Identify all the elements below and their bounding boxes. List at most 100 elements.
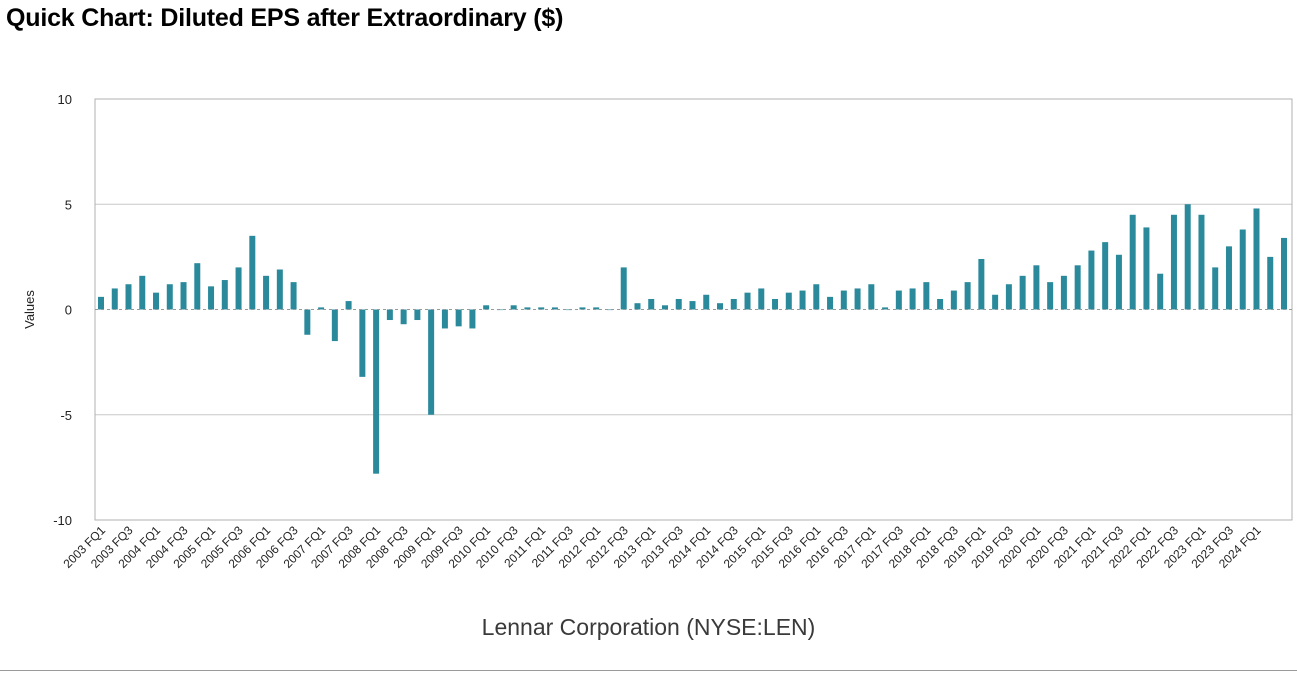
y-axis-label: Values xyxy=(22,290,37,329)
bar xyxy=(950,290,957,310)
bar xyxy=(868,284,875,310)
bar xyxy=(882,307,889,310)
bar xyxy=(153,292,160,310)
company-name: Lennar Corporation (NYSE:LEN) xyxy=(481,614,816,640)
bar xyxy=(813,284,820,310)
bar xyxy=(606,309,613,311)
bar xyxy=(579,307,586,310)
bar xyxy=(1074,265,1081,310)
bar xyxy=(785,292,792,310)
bar xyxy=(1005,284,1012,310)
bar xyxy=(1033,265,1040,310)
bar xyxy=(194,263,201,310)
gridlines xyxy=(95,203,1292,416)
bar xyxy=(689,301,696,310)
bar xyxy=(400,309,407,325)
bar xyxy=(1102,242,1109,310)
y-tick-label: -5 xyxy=(60,408,72,423)
bar xyxy=(263,275,270,310)
bar xyxy=(799,290,806,310)
bar xyxy=(111,288,118,310)
y-tick-label: 0 xyxy=(65,303,72,318)
bar xyxy=(1184,204,1191,310)
bar xyxy=(661,305,668,310)
y-tick-label: 5 xyxy=(65,197,72,212)
bar xyxy=(565,309,572,311)
bar xyxy=(166,284,173,310)
bar xyxy=(510,305,517,310)
bar xyxy=(98,296,104,310)
bar xyxy=(937,298,944,310)
bar xyxy=(428,309,435,415)
bar xyxy=(675,298,682,310)
bar xyxy=(386,309,393,321)
bar xyxy=(1170,214,1177,310)
y-tick-label: 10 xyxy=(58,92,72,107)
bar xyxy=(909,288,916,310)
bar xyxy=(441,309,448,329)
page-title: Quick Chart: Diluted EPS after Extraordi… xyxy=(6,4,564,32)
bar xyxy=(620,267,627,310)
bar xyxy=(235,267,242,310)
bar xyxy=(551,307,558,310)
bar xyxy=(455,309,462,327)
bar xyxy=(772,298,779,310)
bar xyxy=(1281,237,1287,310)
bar xyxy=(208,286,215,310)
bar xyxy=(717,303,724,310)
bar xyxy=(634,303,641,310)
bar xyxy=(276,269,283,310)
bar xyxy=(373,309,380,474)
bar xyxy=(827,296,834,310)
bar xyxy=(703,294,710,310)
bar xyxy=(1088,250,1095,310)
bar xyxy=(139,275,146,310)
bar xyxy=(923,282,930,310)
bar xyxy=(1198,214,1205,310)
bar xyxy=(648,298,655,310)
bar xyxy=(730,298,737,310)
bar xyxy=(992,294,999,310)
bar xyxy=(1129,214,1136,310)
bar xyxy=(1143,227,1150,310)
bar xyxy=(744,292,751,310)
y-tick-label: -10 xyxy=(53,513,72,528)
bars xyxy=(98,204,1287,474)
bar xyxy=(345,301,352,310)
bar xyxy=(1225,246,1232,310)
bar xyxy=(1047,282,1054,310)
bar xyxy=(414,309,421,321)
bar xyxy=(1019,275,1026,310)
bar xyxy=(359,309,366,377)
bottom-divider xyxy=(0,670,1297,671)
bar xyxy=(1267,256,1274,310)
bar xyxy=(978,258,985,310)
bar xyxy=(1157,273,1164,310)
bar xyxy=(854,288,861,310)
bar xyxy=(895,290,902,310)
bar xyxy=(125,284,132,310)
bar xyxy=(469,309,476,329)
bar xyxy=(840,290,847,310)
bar xyxy=(1239,229,1246,310)
bar xyxy=(758,288,765,310)
bar xyxy=(538,307,545,310)
bar xyxy=(180,282,187,310)
bar xyxy=(290,282,297,310)
bar xyxy=(593,307,600,310)
bar xyxy=(304,309,311,335)
bar xyxy=(1115,254,1122,310)
bar xyxy=(318,307,325,310)
bar xyxy=(1212,267,1219,310)
bar xyxy=(249,235,256,310)
bar xyxy=(221,280,228,310)
bar xyxy=(483,305,490,310)
bar xyxy=(331,309,338,342)
bar xyxy=(964,282,971,310)
bar xyxy=(1060,275,1067,310)
y-tick-labels: 10 5 0 -5 -10 xyxy=(53,92,72,528)
bar xyxy=(1253,208,1260,310)
bar xyxy=(524,307,531,310)
